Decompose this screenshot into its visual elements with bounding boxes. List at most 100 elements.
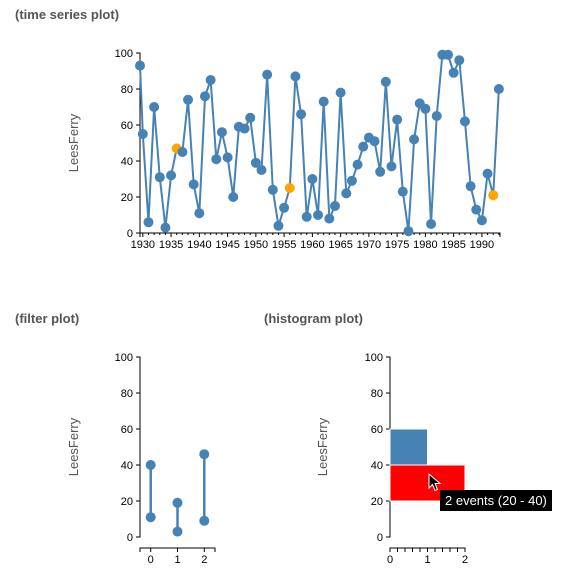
- filter-y-axis-label: LeesFerry: [66, 417, 81, 476]
- ts-data-point: [386, 161, 397, 172]
- ts-data-point: [329, 201, 340, 211]
- filter-y-tick-label: 60: [121, 424, 133, 436]
- ts-x-tick-label: 1935: [159, 239, 183, 251]
- ts-x-tick-label: 1955: [272, 239, 296, 251]
- ts-data-point: [279, 202, 290, 213]
- filter-x-tick-label: 0: [148, 554, 154, 566]
- hist-y-tick-label: 0: [377, 532, 383, 544]
- ts-data-point: [183, 94, 194, 105]
- ts-x-tick-label: 1975: [385, 239, 409, 251]
- ts-data-point: [380, 76, 391, 87]
- ts-x-tick-label: 1960: [300, 239, 324, 251]
- ts-data-point: [296, 109, 307, 120]
- filter-y-tick-label: 80: [121, 388, 133, 400]
- filter-y-tick-label: 40: [121, 460, 133, 472]
- ts-data-point: [358, 141, 369, 152]
- ts-data-point: [459, 116, 470, 127]
- hist-y-tick-label: 20: [371, 496, 383, 508]
- ts-x-tick-label: 1990: [470, 239, 494, 251]
- filter-y-axis: [136, 356, 141, 538]
- filter-heading: (filter plot): [15, 311, 80, 326]
- ts-y-tick-label: 20: [121, 192, 133, 204]
- histogram-tooltip: 2 events (20 - 40): [440, 490, 552, 511]
- histogram-heading: (histogram plot): [264, 311, 363, 326]
- ts-data-point: [375, 166, 386, 177]
- mouse-pointer-icon: [428, 473, 442, 492]
- filter-range-high-point: [199, 449, 210, 460]
- ts-series-line: [139, 53, 500, 232]
- ts-data-point: [267, 184, 278, 195]
- hist-y-axis: [386, 356, 391, 538]
- ts-x-tick-label: 1985: [441, 239, 465, 251]
- ts-data-point: [194, 208, 205, 219]
- hist-x-tick-label: 0: [387, 554, 393, 566]
- ts-data-point: [392, 114, 403, 125]
- ts-highlighted-point: [284, 183, 295, 193]
- ts-data-point: [199, 91, 210, 102]
- filter-y-tick-label: 20: [121, 496, 133, 508]
- ts-x-tick-label: 1970: [357, 239, 381, 251]
- ts-data-point: [307, 174, 318, 184]
- hist-x-tick-label: 2: [462, 554, 468, 566]
- ts-data-point: [245, 112, 256, 123]
- ts-y-tick-label: 40: [121, 156, 133, 168]
- ts-data-point: [239, 123, 250, 134]
- ts-data-point: [346, 175, 357, 186]
- ts-data-point: [471, 204, 482, 215]
- ts-data-point: [369, 136, 380, 147]
- filter-x-tick-label: 2: [201, 554, 207, 566]
- ts-data-point: [454, 55, 465, 66]
- ts-data-point: [448, 67, 459, 78]
- ts-data-point: [476, 215, 487, 226]
- ts-data-point: [273, 220, 284, 231]
- filter-range-high-point: [172, 497, 183, 508]
- ts-data-point: [228, 192, 239, 202]
- ts-data-point: [431, 111, 442, 121]
- ts-data-point: [262, 69, 273, 80]
- ts-data-point: [443, 49, 454, 60]
- ts-data-point: [143, 217, 154, 228]
- ts-data-point: [352, 159, 363, 170]
- ts-data-point: [205, 75, 216, 85]
- filter-range-low-point: [172, 526, 183, 537]
- ts-data-point: [482, 168, 493, 179]
- ts-data-point: [318, 96, 329, 107]
- filter-y-tick-label: 100: [115, 352, 133, 364]
- hist-y-axis-label: LeesFerry: [315, 417, 330, 476]
- ts-data-point: [137, 129, 148, 139]
- ts-x-tick-label: 1945: [215, 239, 239, 251]
- ts-data-point: [465, 181, 476, 192]
- ts-data-point: [222, 152, 233, 163]
- hist-y-tick-label: 40: [371, 460, 383, 472]
- ts-x-tick-label: 1940: [187, 239, 211, 251]
- hist-y-tick-label: 80: [371, 388, 383, 400]
- filter-range-low-point: [145, 512, 156, 523]
- ts-data-point: [397, 186, 408, 197]
- ts-highlighted-point: [488, 190, 499, 201]
- hist-x-tick-label: 1: [424, 554, 430, 566]
- ts-data-point: [403, 226, 414, 237]
- ts-data-point: [188, 179, 199, 190]
- filter-range-high-point: [145, 460, 156, 470]
- ts-data-point: [177, 147, 188, 157]
- ts-data-point: [149, 102, 160, 112]
- ts-data-point: [341, 188, 352, 199]
- ts-data-point: [250, 157, 261, 168]
- ts-data-point: [211, 154, 222, 165]
- ts-data-point: [420, 103, 431, 114]
- hist-y-tick-label: 100: [365, 352, 383, 364]
- filter-range-low-point: [199, 515, 210, 526]
- ts-data-point: [216, 127, 227, 138]
- ts-data-point: [301, 211, 312, 222]
- ts-y-tick-label: 0: [127, 228, 133, 240]
- ts-x-tick-label: 1965: [328, 239, 352, 251]
- time-series-heading: (time series plot): [15, 7, 120, 22]
- ts-data-point: [426, 219, 437, 229]
- ts-data-point: [135, 60, 145, 71]
- ts-y-tick-label: 60: [121, 120, 133, 132]
- ts-data-point: [256, 165, 267, 175]
- ts-data-point: [313, 210, 324, 220]
- ts-y-tick-label: 100: [115, 48, 133, 60]
- ts-y-tick-label: 80: [121, 84, 133, 96]
